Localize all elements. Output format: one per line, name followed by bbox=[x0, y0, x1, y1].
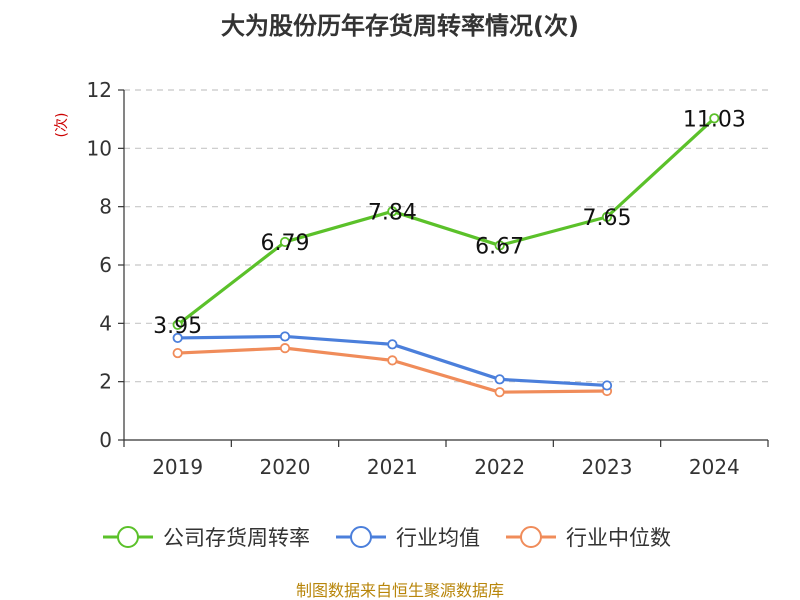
x-tick-labels: 2019 2020 2021 2022 2023 2024 bbox=[152, 455, 740, 479]
data-label: 6.67 bbox=[475, 234, 524, 259]
y-tick-label: 4 bbox=[99, 311, 112, 335]
data-point bbox=[494, 387, 505, 398]
data-label: 6.79 bbox=[261, 231, 310, 256]
data-point bbox=[172, 332, 183, 344]
legend-label: 行业均值 bbox=[396, 526, 480, 550]
y-axis-label: (次) bbox=[54, 113, 70, 138]
x-tick-label: 2020 bbox=[260, 455, 311, 479]
data-point bbox=[279, 331, 291, 342]
source-note: 制图数据来自恒生聚源数据库 bbox=[296, 581, 504, 600]
legend-swatch-marker bbox=[350, 526, 372, 548]
data-point bbox=[387, 339, 398, 350]
legend-swatch-marker bbox=[117, 526, 139, 548]
legend-swatch-marker bbox=[520, 526, 542, 548]
data-point bbox=[494, 240, 505, 251]
y-tick-label: 12 bbox=[87, 78, 112, 102]
y-tick-label: 8 bbox=[99, 195, 112, 219]
data-point bbox=[387, 355, 398, 366]
y-tick-label: 2 bbox=[99, 370, 112, 394]
grid-lines bbox=[124, 89, 768, 383]
data-point bbox=[279, 343, 291, 354]
data-label: 11.03 bbox=[683, 107, 746, 132]
x-tick-label: 2019 bbox=[152, 455, 203, 479]
legend: 公司存货周转率 行业均值 行业中位数 bbox=[103, 526, 671, 550]
axes bbox=[118, 89, 769, 447]
y-tick-label: 10 bbox=[87, 136, 112, 160]
data-label: 3.95 bbox=[153, 314, 202, 339]
data-point bbox=[601, 380, 613, 391]
legend-label: 公司存货周转率 bbox=[163, 526, 310, 550]
chart-title: 大为股份历年存货周转率情况(次) bbox=[221, 12, 579, 40]
legend-label: 行业中位数 bbox=[566, 526, 671, 550]
series-line bbox=[176, 116, 716, 327]
data-point bbox=[172, 319, 183, 330]
data-point bbox=[172, 347, 183, 359]
x-tick-label: 2023 bbox=[582, 455, 633, 479]
data-point bbox=[279, 236, 291, 248]
data-point bbox=[601, 211, 613, 222]
x-tick-label: 2022 bbox=[474, 455, 525, 479]
data-point bbox=[387, 206, 398, 217]
data-point bbox=[494, 374, 505, 385]
series-line bbox=[176, 346, 609, 394]
data-label: 7.84 bbox=[368, 200, 417, 225]
x-tick-label: 2021 bbox=[367, 455, 418, 479]
data-point bbox=[709, 113, 720, 124]
series-group bbox=[172, 113, 720, 398]
y-tick-label: 0 bbox=[99, 428, 112, 452]
data-labels: 3.95 6.79 7.84 6.67 7.65 11.03 bbox=[153, 107, 746, 339]
data-label: 7.65 bbox=[583, 206, 632, 231]
y-tick-label: 6 bbox=[99, 253, 112, 277]
y-tick-labels: 0 2 4 6 8 10 12 bbox=[87, 78, 112, 452]
x-tick-label: 2024 bbox=[689, 455, 740, 479]
